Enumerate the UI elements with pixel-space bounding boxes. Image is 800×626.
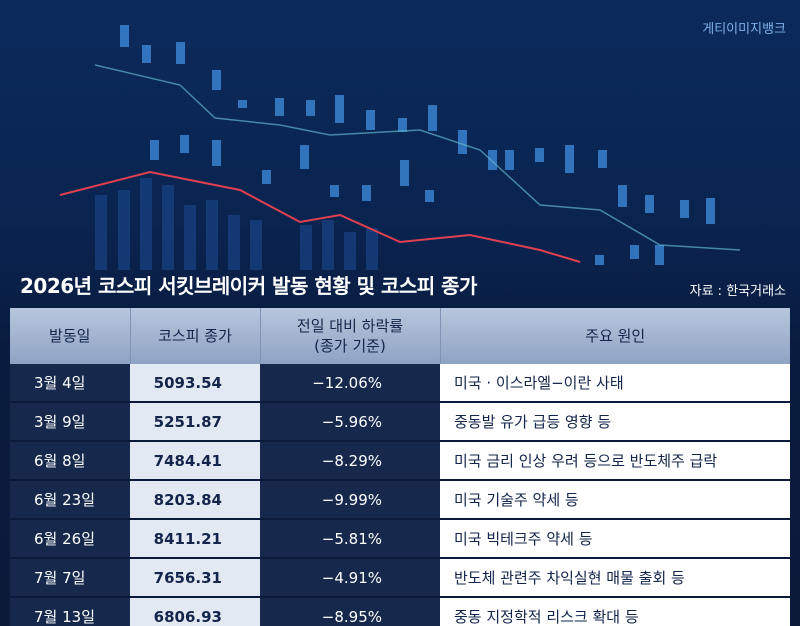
column-header-text: (종가 기준) [314, 337, 386, 355]
table-cell: −12.06% [260, 364, 440, 403]
table-cell: 3월 9일 [10, 402, 130, 442]
table-cell: 7월 13일 [10, 597, 130, 626]
column-header: 주요 원인 [440, 308, 790, 364]
table-cell: 반도체 관련주 차익실현 매물 출회 등 [440, 558, 790, 598]
table-cell: −9.99% [260, 480, 440, 520]
background-decor [59, 25, 741, 270]
table-cell: 미국 빅테크주 약세 등 [440, 519, 790, 559]
table: 발동일 코스피 종가 전일 대비 하락률 (종가 기준) 주요 원인 3월 4일 5093… [10, 308, 790, 626]
trend-line-red [59, 170, 581, 263]
table-cell: 5093.54 [130, 364, 260, 403]
column-header-text: 주요 원인 [585, 327, 646, 345]
table-cell: −8.29% [260, 441, 440, 481]
table-cell: 6806.93 [130, 597, 260, 626]
table-body: 3월 4일 5093.54 −12.06% 미국 · 이스라엘−이란 사태 3월 9일 5… [10, 364, 790, 626]
title: 2026년 코스피 서킷브레이커 발동 현황 및 코스피 종가 [20, 274, 477, 298]
header-row: 발동일 코스피 종가 전일 대비 하락률 (종가 기준) 주요 원인 [10, 308, 790, 364]
table-cell: 3월 4일 [10, 364, 130, 403]
table-row: 3월 9일 5251.87 −5.96% 중동발 유가 급등 영향 등 [10, 402, 790, 442]
table-row: 6월 23일 8203.84 −9.99% 미국 기술주 약세 등 [10, 480, 790, 520]
table-row: 6월 26일 8411.21 −5.81% 미국 빅테크주 약세 등 [10, 519, 790, 559]
table-cell: 중동 지정학적 리스크 확대 등 [440, 597, 790, 626]
table-cell: −5.81% [260, 519, 440, 559]
table-cell: 6월 26일 [10, 519, 130, 559]
table-cell: 6월 8일 [10, 441, 130, 481]
table-row: 7월 7일 7656.31 −4.91% 반도체 관련주 차익실현 매물 출회 등 [10, 558, 790, 598]
table-cell: 7월 7일 [10, 558, 130, 598]
image-credit: 게티이미지뱅크 [702, 22, 786, 37]
column-header-text: 코스피 종가 [158, 327, 232, 345]
table-cell: 8411.21 [130, 519, 260, 559]
trend-line [94, 64, 741, 251]
table-cell: 8203.84 [130, 480, 260, 520]
table-row: 6월 8일 7484.41 −8.29% 미국 금리 인상 우려 등으로 반도체주 급… [10, 441, 790, 481]
column-header: 전일 대비 하락률 (종가 기준) [260, 308, 441, 364]
column-header: 발동일 [10, 308, 131, 364]
table-cell: 7656.31 [130, 558, 260, 598]
table-cell: 미국 금리 인상 우려 등으로 반도체주 급락 [440, 441, 790, 481]
table-cell: 5251.87 [130, 402, 260, 442]
column-header-text: 발동일 [49, 327, 91, 345]
table-row: 3월 4일 5093.54 −12.06% 미국 · 이스라엘−이란 사태 [10, 364, 790, 403]
table-cell: 미국 기술주 약세 등 [440, 480, 790, 520]
column-header: 코스피 종가 [130, 308, 261, 364]
table-cell: 7484.41 [130, 441, 260, 481]
source: 자료 : 한국거래소 [689, 284, 786, 299]
table-row: 7월 13일 6806.93 −8.95% 중동 지정학적 리스크 확대 등 [10, 597, 790, 626]
column-header-text: 전일 대비 하락률 [296, 317, 404, 335]
table-cell: 중동발 유가 급등 영향 등 [440, 402, 790, 442]
candles [120, 25, 715, 265]
volume-bars [95, 178, 378, 270]
table-cell: −4.91% [260, 558, 440, 598]
table-cell: −8.95% [260, 597, 440, 626]
table-cell: 미국 · 이스라엘−이란 사태 [440, 364, 790, 403]
table-cell: 6월 23일 [10, 480, 130, 520]
table-cell: −5.96% [260, 402, 440, 442]
